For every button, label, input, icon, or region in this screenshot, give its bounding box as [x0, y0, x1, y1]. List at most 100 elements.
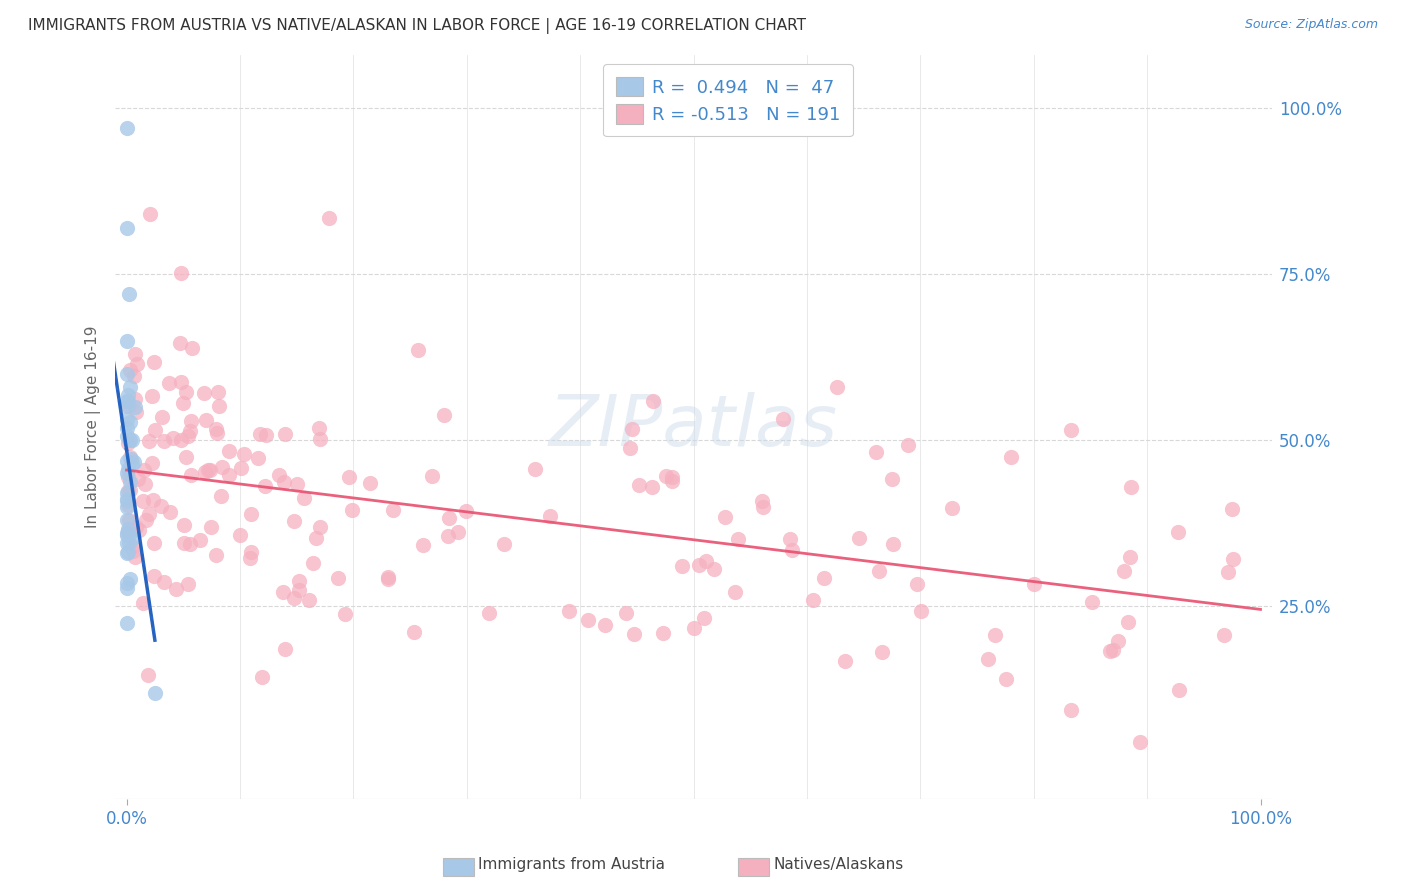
Text: Natives/Alaskans: Natives/Alaskans: [773, 857, 904, 872]
Point: [239, 551, 262, 566]
Point: [194, 413, 217, 427]
Point: [136, 668, 159, 682]
Point: [377, 570, 399, 584]
Point: [751, 500, 773, 515]
Point: [169, 336, 191, 351]
Point: [865, 445, 887, 459]
Point: [910, 604, 932, 618]
Text: ZIPatlas: ZIPatlas: [548, 392, 838, 461]
Point: [273, 475, 295, 489]
Point: [193, 385, 215, 400]
Point: [141, 457, 163, 471]
Point: [302, 556, 325, 570]
Text: Source: ZipAtlas.com: Source: ZipAtlas.com: [1244, 18, 1378, 31]
Point: [308, 421, 330, 435]
Point: [359, 475, 381, 490]
Point: [271, 584, 294, 599]
Point: [1116, 615, 1139, 629]
Point: [200, 520, 222, 534]
Point: [115, 421, 138, 435]
Point: [153, 574, 176, 589]
Point: [1167, 683, 1189, 698]
Point: [274, 426, 297, 441]
Point: [115, 576, 138, 591]
Point: [117, 367, 139, 381]
Point: [1101, 643, 1123, 657]
Point: [177, 428, 200, 442]
Point: [727, 533, 749, 547]
Y-axis label: In Labor Force | Age 16-19: In Labor Force | Age 16-19: [86, 326, 101, 528]
Point: [714, 509, 737, 524]
Point: [683, 621, 706, 635]
Point: [205, 422, 228, 436]
Point: [198, 463, 221, 477]
Point: [118, 536, 141, 550]
Point: [117, 545, 139, 559]
Point: [121, 540, 143, 554]
Point: [218, 467, 240, 482]
Point: [118, 380, 141, 394]
Point: [232, 447, 254, 461]
Point: [173, 536, 195, 550]
Point: [197, 463, 219, 477]
Point: [779, 533, 801, 547]
Point: [170, 375, 193, 389]
Point: [283, 514, 305, 528]
Point: [994, 672, 1017, 686]
Point: [132, 462, 155, 476]
Point: [523, 462, 546, 476]
Point: [121, 544, 143, 558]
Point: [128, 523, 150, 537]
Point: [1060, 703, 1083, 717]
Point: [381, 503, 404, 517]
Point: [115, 546, 138, 560]
Point: [207, 385, 229, 400]
Point: [1000, 450, 1022, 465]
Point: [335, 607, 357, 622]
Point: [377, 572, 399, 586]
Point: [117, 483, 139, 498]
Point: [117, 527, 139, 541]
Point: [122, 455, 145, 469]
Point: [118, 434, 141, 448]
Point: [619, 441, 641, 455]
Point: [456, 504, 478, 518]
Point: [671, 558, 693, 573]
Point: [870, 645, 893, 659]
Point: [138, 507, 160, 521]
Point: [801, 593, 824, 607]
Point: [447, 524, 470, 539]
Point: [150, 409, 173, 424]
Point: [115, 536, 138, 550]
Point: [1216, 566, 1239, 580]
Point: [557, 604, 579, 618]
Point: [240, 545, 263, 559]
Point: [298, 593, 321, 607]
Point: [138, 434, 160, 448]
Point: [288, 574, 311, 588]
Point: [142, 569, 165, 583]
Point: [640, 480, 662, 494]
Point: [117, 528, 139, 542]
Point: [205, 548, 228, 562]
Point: [1213, 628, 1236, 642]
Point: [1112, 565, 1135, 579]
Point: [688, 558, 710, 573]
Point: [977, 652, 1000, 666]
Point: [229, 461, 252, 475]
Point: [118, 450, 141, 464]
Point: [621, 422, 644, 436]
Point: [115, 491, 138, 506]
Point: [326, 571, 349, 585]
Text: Immigrants from Austria: Immigrants from Austria: [478, 857, 665, 872]
Point: [285, 477, 308, 491]
Point: [124, 392, 146, 407]
Point: [576, 614, 599, 628]
Point: [254, 427, 277, 442]
Point: [267, 468, 290, 483]
Point: [121, 458, 143, 472]
Point: [127, 472, 149, 486]
Point: [166, 582, 188, 596]
Point: [1107, 634, 1129, 648]
Point: [115, 454, 138, 468]
